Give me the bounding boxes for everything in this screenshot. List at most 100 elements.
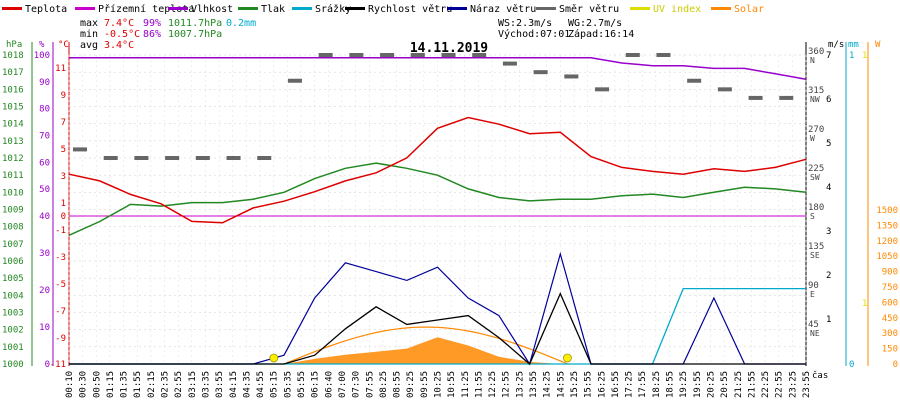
- sunrise-time: Východ:07:01: [498, 28, 570, 40]
- legend-label-vlhkost: Vlhkost: [191, 4, 233, 15]
- temperature-tick-label: -11: [50, 360, 66, 370]
- time-tick-label: 03:35: [201, 371, 211, 398]
- direction-compass-label: NE: [810, 329, 820, 338]
- data-series: [68, 53, 807, 366]
- solar-tick-label: 450: [882, 314, 898, 324]
- unit-degc: °C: [58, 40, 69, 50]
- unit-w: W: [875, 40, 881, 50]
- pressure-tick-label: 1007: [2, 240, 24, 250]
- solar-tick-label: 900: [882, 268, 898, 278]
- temperature-tick-label: -9: [55, 334, 66, 344]
- humidity-tick-label: 60: [39, 158, 50, 168]
- solar-tick-label: 300: [882, 329, 898, 339]
- solar-tick-label: 1200: [876, 237, 898, 247]
- wind-direction-mark: [257, 156, 272, 160]
- pressure-tick-label: 1005: [2, 274, 24, 284]
- legend-swatch-naraz-vetru: [447, 7, 467, 10]
- time-tick-label: 06:15: [311, 371, 321, 398]
- legend-swatch-smer-vetru: [536, 7, 556, 10]
- time-tick-label: 01:15: [106, 371, 116, 398]
- legend-swatch-solar: [711, 7, 731, 10]
- pressure-tick-label: 1012: [2, 154, 24, 164]
- stats-avg-label: avg: [80, 40, 98, 51]
- pressure-tick-label: 1015: [2, 103, 24, 113]
- wind-direction-mark: [349, 53, 364, 57]
- humidity-tick-label: 90: [39, 78, 50, 88]
- wind-direction-mark: [748, 95, 763, 100]
- time-tick-label: 07:30: [352, 371, 362, 398]
- time-tick-label: 16:25: [597, 371, 607, 398]
- temperature-tick-label: 7: [61, 118, 66, 128]
- uv-tick-label: 1: [862, 299, 867, 309]
- legend-label-teplota: Teplota: [25, 4, 67, 15]
- time-tick-label: 19:25: [679, 371, 689, 398]
- stats-block: max 7.4°C 99% 1011.7hPa 0.2mm min -0.5°C…: [80, 18, 256, 51]
- time-tick-label: 02:15: [147, 371, 157, 398]
- grid-layer: [68, 54, 807, 365]
- temperature-tick-label: -5: [55, 280, 66, 290]
- time-tick-label: 07:55: [365, 371, 375, 398]
- pressure-tick-label: 1001: [2, 343, 24, 353]
- direction-compass-label: SE: [810, 251, 820, 260]
- sunset-marker: [562, 353, 572, 363]
- solar-tick-label: 1050: [876, 252, 898, 262]
- legend-label-prizemni-teplota: Přízemní teplota: [98, 3, 194, 15]
- legend: Teplota Přízemní teplota Vlhkost Tlak Sr…: [2, 3, 764, 15]
- stats-min-hum: 86%: [143, 29, 161, 40]
- humidity-tick-label: 10: [39, 323, 50, 333]
- legend-swatch-tlak: [238, 7, 258, 10]
- pressure-tick-label: 1013: [2, 137, 24, 147]
- pressure-tick-label: 1017: [2, 68, 24, 78]
- direction-degree-label: 90: [808, 281, 819, 291]
- direction-compass-label: SW: [810, 173, 820, 182]
- stats-max-hum: 99%: [143, 18, 161, 29]
- time-tick-label: 03:55: [215, 371, 225, 398]
- wind-tick-label: 5: [826, 139, 831, 149]
- temperature-tick-label: 9: [61, 91, 66, 101]
- pressure-tick-label: 1010: [2, 188, 24, 198]
- wind-speed-avg: WS:2.3m/s: [498, 18, 552, 29]
- temperature-tick-label: 1: [61, 199, 66, 209]
- pressure-tick-label: 1011: [2, 171, 24, 181]
- pressure-tick-label: 1002: [2, 326, 24, 336]
- wind-direction-mark: [779, 95, 794, 100]
- wind-direction-mark: [441, 53, 456, 57]
- unit-mm: mm: [848, 40, 859, 50]
- direction-compass-label: S: [810, 212, 815, 221]
- direction-compass-label: W: [810, 134, 815, 143]
- wind-direction-mark: [380, 53, 395, 57]
- stats-max-temp: 7.4°C: [104, 18, 134, 29]
- wind-direction-mark: [410, 53, 425, 57]
- time-tick-label: 17:55: [638, 371, 648, 398]
- humidity-series: [69, 56, 807, 80]
- time-tick-label: 10:25: [434, 371, 444, 398]
- direction-compass-label: E: [810, 290, 815, 299]
- time-tick-label: 13:55: [529, 371, 539, 398]
- wind-direction-mark: [318, 53, 333, 57]
- stats-min-label: min: [80, 29, 98, 40]
- time-tick-label: 05:55: [297, 371, 307, 398]
- legend-label-smer-vetru: Směr větru: [559, 3, 619, 15]
- temperature-tick-label: -7: [55, 307, 66, 317]
- time-tick-label: 13:25: [515, 371, 525, 398]
- unit-percent: %: [39, 40, 45, 50]
- legend-swatch-vlhkost: [168, 7, 188, 10]
- wind-speed-series: [69, 291, 806, 366]
- time-tick-label: 19:55: [693, 371, 703, 398]
- time-tick-label: 22:55: [775, 371, 785, 398]
- humidity-tick-label: 50: [39, 185, 50, 195]
- wind-tick-label: 4: [826, 183, 831, 193]
- legend-label-uv-index: UV index: [653, 4, 701, 15]
- sunset-time: Západ:16:14: [568, 28, 634, 40]
- wind-info: WS:2.3m/s WG:2.7m/s Východ:07:01 Západ:1…: [498, 18, 634, 40]
- direction-degree-label: 180: [808, 203, 824, 213]
- rain-tick-label: 1: [849, 51, 854, 61]
- time-tick-label: 15:25: [570, 371, 580, 398]
- solar-area: [69, 337, 806, 364]
- temperature-tick-label: 11: [55, 64, 66, 74]
- time-tick-label: 20:25: [706, 371, 716, 398]
- direction-degree-label: 315: [808, 86, 824, 96]
- temperature-tick-label: -1: [55, 226, 66, 236]
- temperature-tick-label: 3: [61, 172, 66, 182]
- solar-tick-label: 0: [893, 360, 898, 370]
